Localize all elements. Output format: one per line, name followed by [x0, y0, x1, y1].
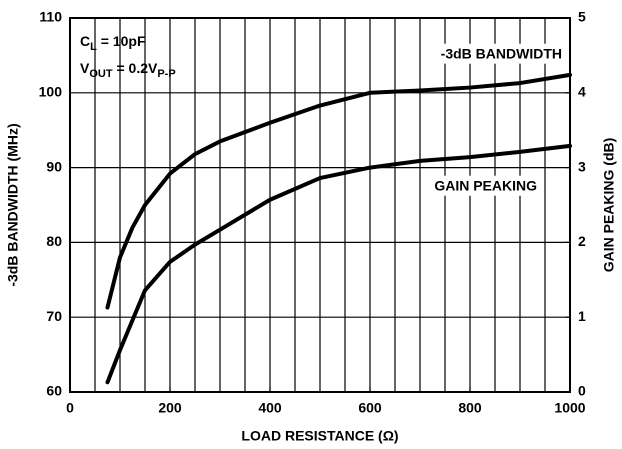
y2-tick-label: 4 [578, 84, 586, 100]
x-tick-label: 0 [66, 400, 74, 416]
series-label: -3dB BANDWIDTH [441, 46, 562, 62]
y-tick-label: 110 [39, 9, 62, 25]
y2-tick-label: 2 [578, 233, 586, 249]
annotation: VOUT = 0.2VP-P [80, 60, 176, 80]
x-tick-label: 1000 [554, 400, 585, 416]
y2-tick-label: 3 [578, 158, 586, 174]
y-tick-label: 100 [39, 84, 63, 100]
series-label: GAIN PEAKING [434, 178, 537, 194]
x-tick-label: 600 [358, 400, 382, 416]
x-tick-label: 400 [258, 400, 282, 416]
y-tick-label: 80 [46, 233, 62, 249]
annotation: CL = 10pF [80, 33, 146, 53]
label-bg [436, 43, 566, 64]
x-tick-label: 200 [158, 400, 182, 416]
y2-tick-label: 1 [578, 308, 586, 324]
y2-tick-label: 0 [578, 383, 586, 399]
x-axis-title: LOAD RESISTANCE (Ω) [241, 428, 398, 444]
x-tick-label: 800 [458, 400, 482, 416]
y-tick-label: 60 [46, 383, 62, 399]
label-bg [430, 175, 542, 196]
y2-axis-title: GAIN PEAKING (dB) [601, 138, 617, 273]
y-axis-title: -3dB BANDWIDTH (MHz) [5, 123, 21, 286]
y2-tick-label: 5 [578, 9, 586, 25]
y-tick-label: 70 [46, 308, 62, 324]
line [105, 72, 572, 310]
line [105, 143, 572, 385]
y-tick-label: 90 [46, 158, 62, 174]
plot-frame [69, 17, 571, 393]
